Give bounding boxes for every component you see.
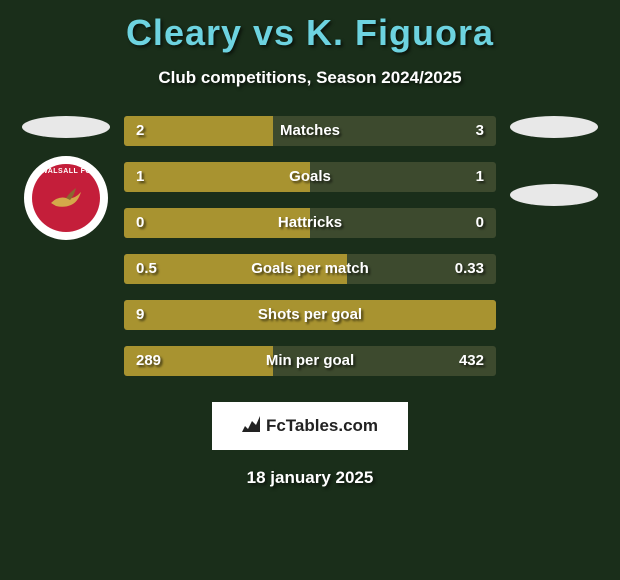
stat-label: Goals per match [124, 254, 496, 284]
left-player-avatar-placeholder [22, 116, 110, 138]
stat-value-right: 0.33 [455, 254, 484, 284]
stat-row: 2Matches3 [124, 116, 496, 146]
stat-label: Goals [124, 162, 496, 192]
stat-label: Shots per goal [124, 300, 496, 330]
right-club-badge-placeholder [510, 184, 598, 206]
stat-label: Min per goal [124, 346, 496, 376]
club-badge-text: WALSALL FC [32, 168, 100, 175]
stat-value-right: 1 [476, 162, 484, 192]
stat-row: 289Min per goal432 [124, 346, 496, 376]
comparison-content: WALSALL FC 2Matches3 1Goals1 0Hattricks0 0.… [0, 116, 620, 392]
subtitle: Club competitions, Season 2024/2025 [0, 68, 620, 88]
left-club-badge: WALSALL FC [24, 156, 108, 240]
stat-row: 9Shots per goal [124, 300, 496, 330]
page-title: Cleary vs K. Figuora [0, 0, 620, 54]
branding-text: FcTables.com [266, 416, 378, 436]
stat-row: 0Hattricks0 [124, 208, 496, 238]
date-text: 18 january 2025 [0, 468, 620, 488]
stat-row: 1Goals1 [124, 162, 496, 192]
right-player-avatar-placeholder [510, 116, 598, 138]
stats-bars: 2Matches3 1Goals1 0Hattricks0 0.5Goals per … [116, 116, 504, 392]
stat-value-right: 432 [459, 346, 484, 376]
stat-label: Matches [124, 116, 496, 146]
stat-value-right: 0 [476, 208, 484, 238]
left-player-column: WALSALL FC [16, 116, 116, 392]
swift-bird-icon [46, 178, 86, 218]
stat-label: Hattricks [124, 208, 496, 238]
right-player-column [504, 116, 604, 392]
branding-badge[interactable]: FcTables.com [212, 402, 408, 450]
stat-value-right: 3 [476, 116, 484, 146]
stat-row: 0.5Goals per match0.33 [124, 254, 496, 284]
chart-icon [242, 416, 260, 437]
